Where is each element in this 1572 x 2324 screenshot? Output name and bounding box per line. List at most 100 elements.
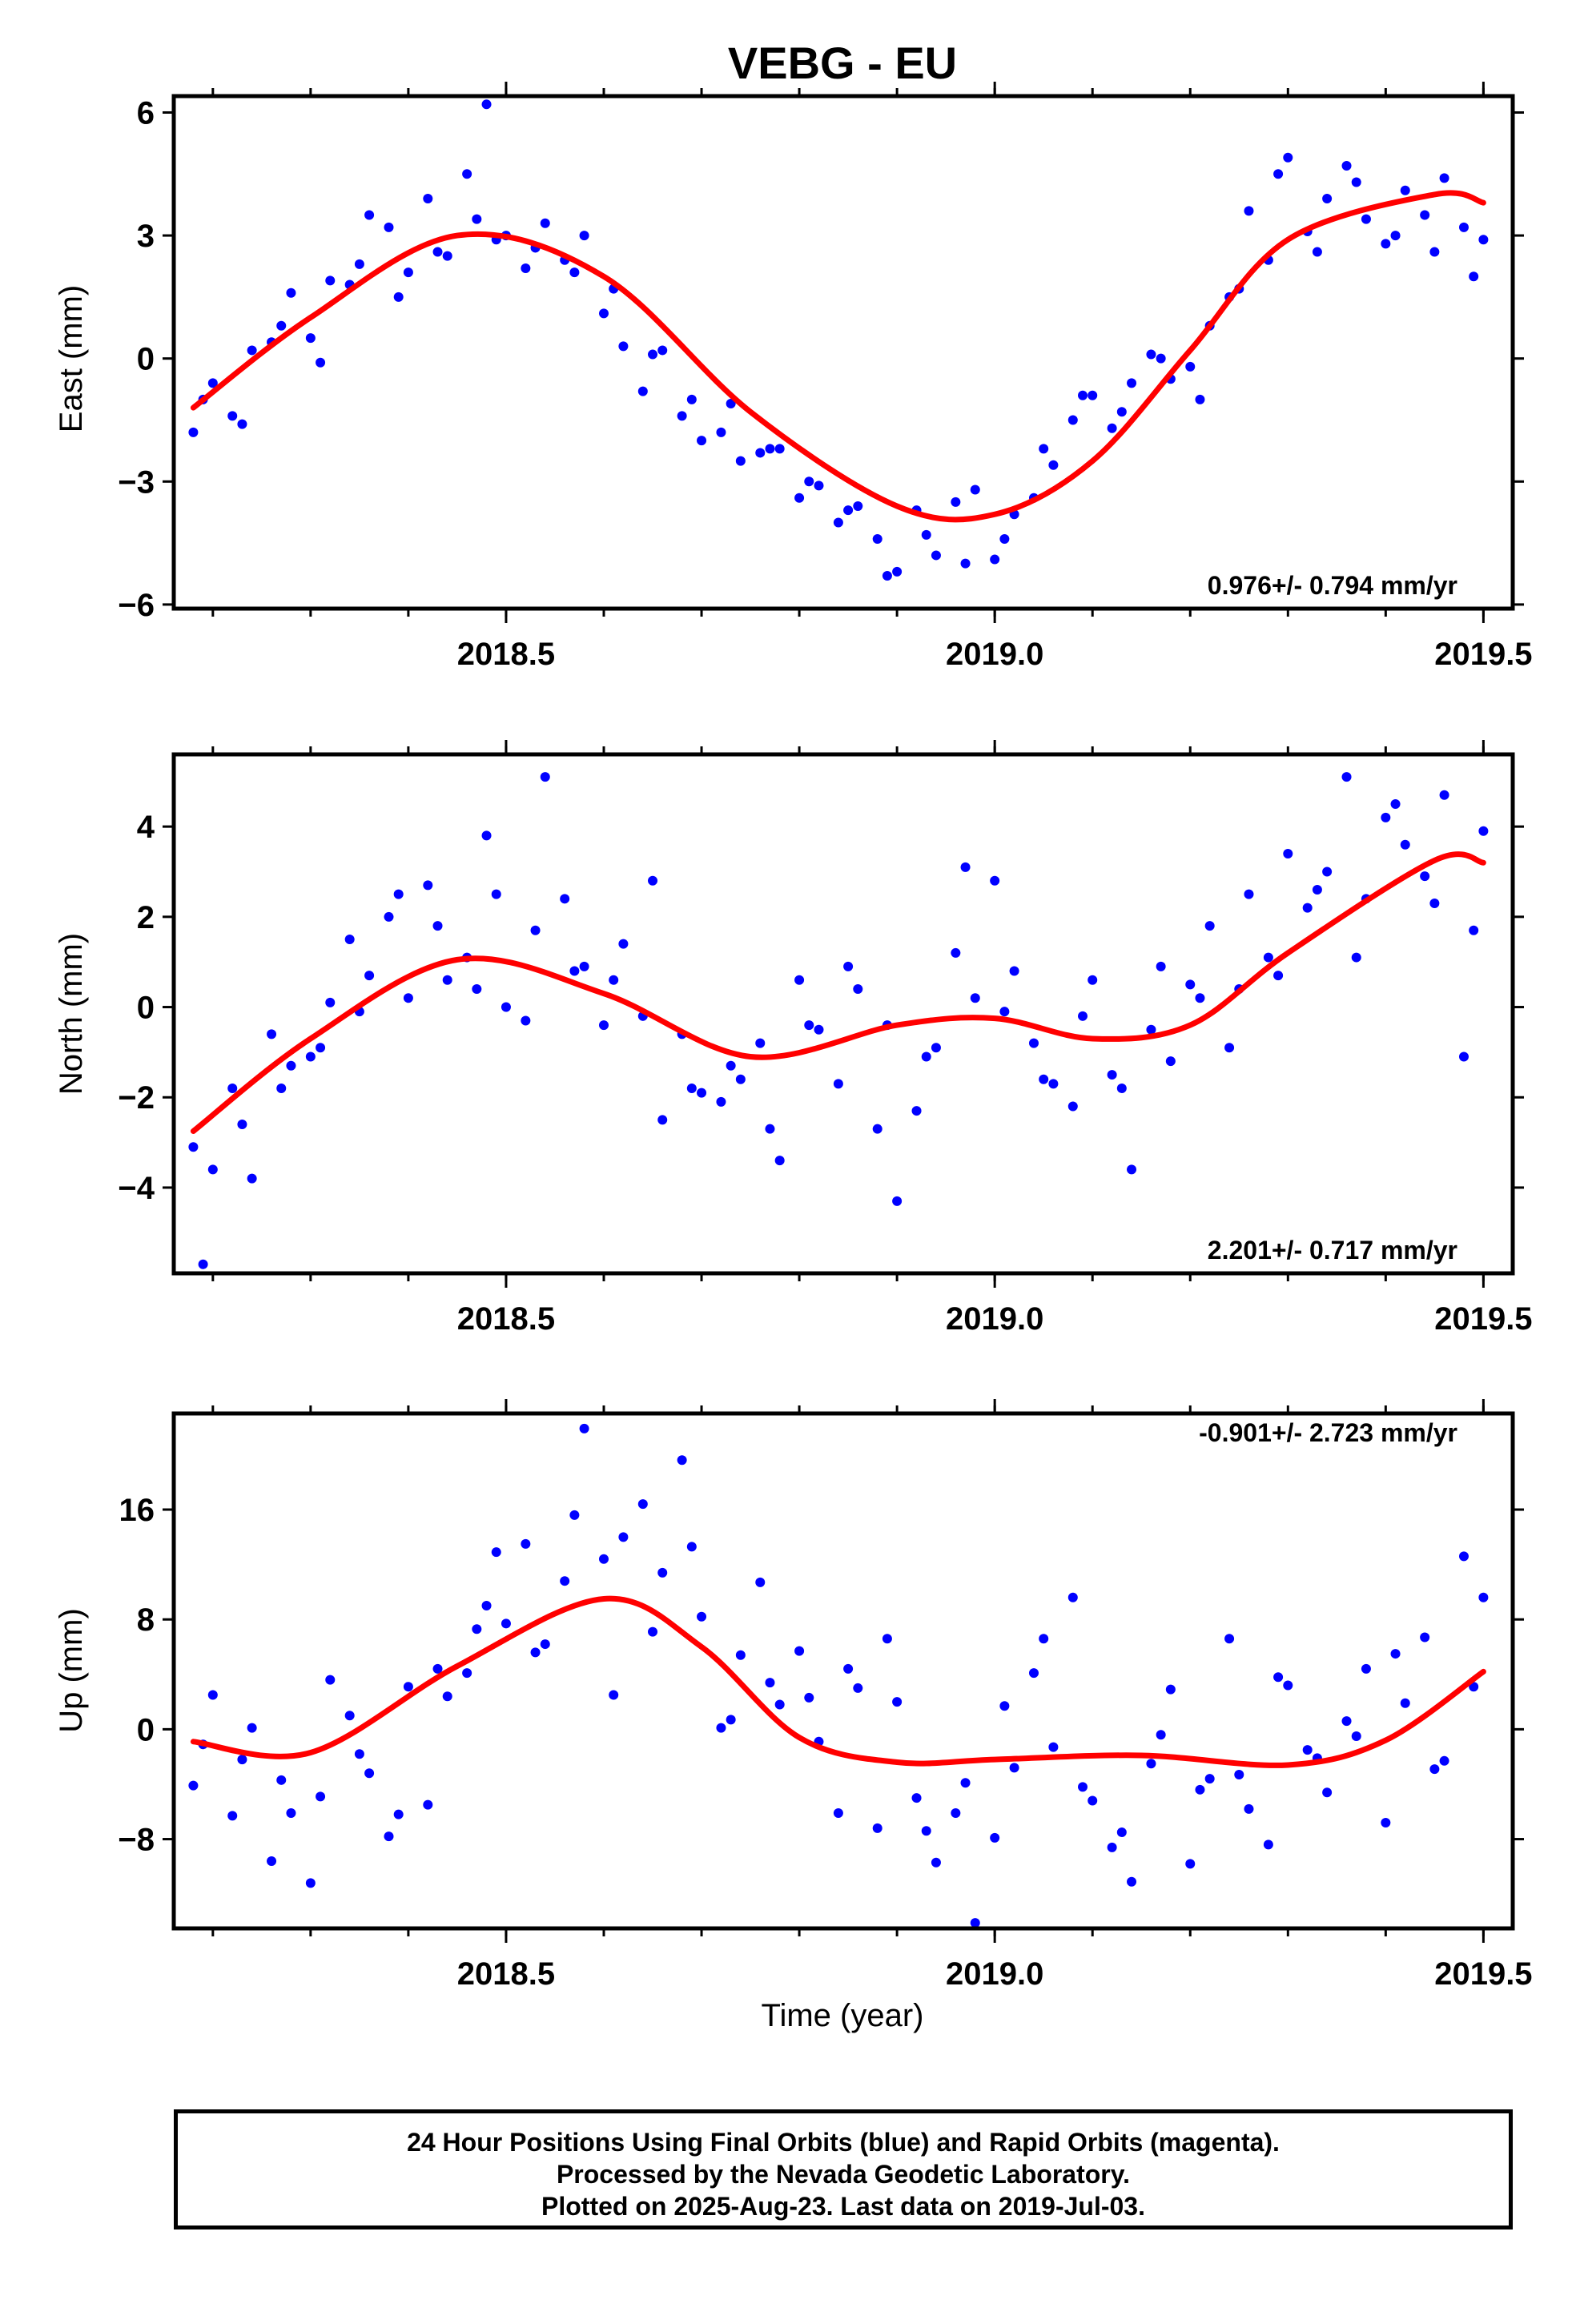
data-point [1107,1070,1117,1080]
north-y-axis-label: North (mm) [54,933,89,1095]
data-point [1390,798,1401,809]
data-point [765,1124,775,1134]
data-point [814,480,824,491]
data-point [1244,206,1254,216]
up-fit-curve [190,1595,1486,1768]
data-point [1078,1011,1088,1021]
data-point [1429,1764,1440,1775]
x-tick-label: 2019.5 [1434,637,1532,672]
data-point [892,1196,903,1206]
data-point [237,1755,247,1765]
y-tick-label: −3 [118,464,155,500]
data-point [1039,1074,1049,1084]
data-point [726,399,736,408]
data-point [1039,1634,1049,1644]
data-point [843,505,854,516]
data-point [1263,952,1273,963]
chart-title: VEBG - EU [728,38,957,88]
y-tick-label: 0 [137,991,155,1026]
north-plot-area: 4 2 0 −2 −4 2018.5 2019.0 2019.5 [118,740,1533,1337]
y-tick-label: 3 [137,219,155,254]
data-point [774,1156,785,1166]
data-point [999,1007,1010,1017]
data-point [598,1020,609,1031]
data-point [188,1780,199,1791]
north-frame [171,752,1515,1276]
data-point [618,939,629,949]
y-tick-label: 4 [137,810,155,845]
data-point [540,218,550,228]
data-point [540,1639,550,1650]
data-point [1048,1079,1059,1089]
data-point [726,1715,736,1725]
data-point [1165,1056,1176,1067]
data-point [569,966,580,976]
data-point [1195,1784,1205,1795]
x-tick-label: 2019.5 [1434,1301,1532,1337]
data-point [247,345,257,356]
data-point [1341,772,1352,782]
data-point [892,566,903,577]
data-point [833,1807,843,1818]
data-point [227,1083,238,1093]
data-point [207,1690,218,1700]
data-point [501,1618,511,1629]
y-tick-label: 0 [137,1712,155,1747]
data-point [951,497,961,507]
data-point [560,1576,570,1586]
data-point [579,231,589,241]
data-point [1439,790,1449,800]
data-point [237,419,247,429]
data-point [267,1029,277,1039]
data-point [1381,1817,1391,1827]
data-point [325,1675,336,1685]
data-point [1048,1742,1059,1752]
data-point [1116,407,1127,417]
data-point [1302,903,1313,913]
data-point [530,925,541,935]
data-point [305,1051,316,1062]
x-axis-label: Time (year) [762,1998,924,2033]
data-point [472,214,482,224]
data-point [579,961,589,971]
data-point [1478,235,1489,245]
data-point [853,984,863,995]
data-point [804,476,814,487]
data-point [1146,1024,1156,1035]
y-tick-label: −8 [118,1823,155,1858]
data-point [1429,898,1440,908]
data-point [794,493,805,503]
data-point [1067,1101,1078,1112]
data-point [1302,1745,1313,1755]
data-point [423,880,433,891]
data-point [1224,1043,1235,1053]
data-point [872,1124,882,1134]
data-point [755,448,766,458]
footer-line-2: Processed by the Nevada Geodetic Laborat… [556,2160,1131,2189]
data-point [1204,921,1215,931]
data-point [951,1807,961,1818]
data-point [462,1668,472,1679]
x-tick-label: 2019.0 [946,1956,1043,1992]
data-point [1381,239,1391,249]
data-point [432,921,443,931]
data-point [1204,1774,1215,1784]
data-point [305,333,316,344]
data-point [403,993,413,1003]
east-fit-curve [190,190,1486,523]
data-point [1341,161,1352,171]
east-points [188,99,1489,581]
data-point [618,1532,629,1542]
data-point [1458,1051,1469,1062]
data-point [1458,1551,1469,1562]
data-point [1067,415,1078,425]
data-point [1088,975,1098,985]
data-point [990,1832,1000,1843]
data-point [1244,889,1254,899]
data-point [1273,169,1284,179]
data-point [657,345,668,356]
data-point [1195,993,1205,1003]
data-point [1439,173,1449,183]
data-point [960,862,971,872]
data-point [491,889,501,899]
